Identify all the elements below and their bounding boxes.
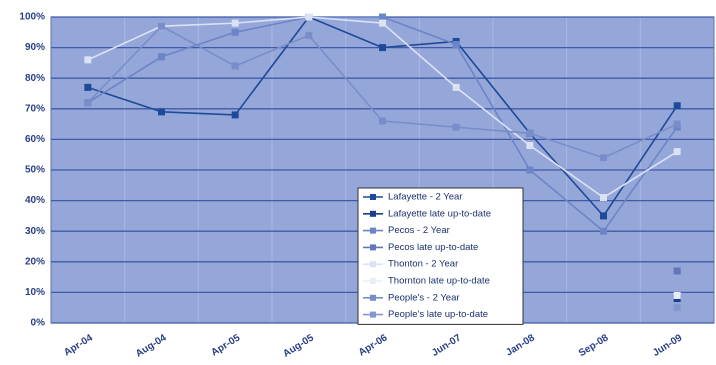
data-point (231, 28, 239, 36)
legend: Lafayette - 2 Year Lafayette late up-to-d… (357, 187, 524, 325)
x-tick-label: Aug-04 (134, 332, 169, 360)
y-tick-label: 80% (25, 73, 45, 84)
x-tick-label: Apr-06 (357, 332, 390, 358)
x-tick-label: Aug-05 (281, 332, 316, 360)
data-point (526, 129, 534, 137)
data-point (158, 22, 165, 30)
data-point (379, 13, 386, 21)
data-point (600, 194, 607, 202)
legend-marker (370, 311, 376, 318)
x-tick-label: Jun-09 (651, 332, 685, 359)
data-point (673, 120, 681, 128)
data-point (231, 62, 239, 70)
y-tick-label: 70% (25, 103, 45, 114)
legend-marker (370, 210, 376, 217)
legend-label: Thonton - 2 Year (388, 259, 458, 270)
y-tick-label: 60% (25, 134, 45, 145)
y-tick-label: 10% (25, 287, 45, 298)
legend-label: Lafayette late up-to-date (388, 208, 491, 219)
data-point (379, 44, 386, 52)
legend-box (357, 187, 524, 325)
y-tick-label: 40% (25, 195, 45, 206)
x-tick-label: Jun-07 (430, 332, 464, 359)
y-tick-label: 0% (31, 318, 46, 329)
legend-marker (370, 294, 376, 301)
x-tick-label: Sep-08 (577, 332, 611, 359)
data-point (452, 41, 460, 49)
y-tick-label: 100% (19, 12, 45, 23)
data-point (158, 108, 165, 116)
legend-label: People's - 2 Year (388, 292, 460, 303)
legend-marker (370, 278, 376, 284)
data-point (305, 13, 313, 21)
data-point (379, 117, 386, 125)
data-point (526, 166, 534, 174)
data-point (305, 31, 313, 39)
x-tick-label: Apr-04 (62, 332, 95, 358)
data-point (673, 291, 681, 299)
data-point (452, 83, 460, 91)
x-tick-label: Apr-05 (209, 332, 242, 358)
legend-marker (370, 194, 376, 200)
data-point (600, 227, 607, 235)
data-point (673, 102, 681, 110)
x-tick-label: Jan-08 (504, 332, 537, 358)
legend-label: Pecos - 2 Year (388, 225, 450, 236)
y-tick-label: 50% (25, 165, 45, 176)
data-point (600, 154, 607, 162)
data-point (84, 99, 92, 107)
data-point (673, 304, 681, 312)
y-tick-label: 90% (25, 42, 45, 53)
data-point (84, 56, 92, 64)
data-point (673, 267, 681, 275)
legend-marker (370, 261, 376, 268)
data-point (231, 111, 239, 119)
legend-marker (370, 227, 376, 234)
data-point (379, 19, 386, 27)
data-point (158, 53, 165, 61)
data-point (452, 123, 460, 131)
legend-label: Lafayette - 2 Year (388, 192, 462, 203)
legend-label: Thornton late up-to-date (388, 276, 490, 287)
y-tick-label: 20% (25, 256, 45, 267)
data-point (231, 19, 239, 27)
data-point (673, 148, 681, 156)
data-point (526, 142, 534, 150)
data-point (600, 212, 607, 220)
legend-marker (370, 244, 376, 251)
legend-label: People's late up-to-date (388, 309, 488, 320)
data-point (84, 83, 92, 91)
y-tick-label: 30% (25, 226, 45, 237)
legend-label: Pecos late up-to-date (388, 242, 478, 253)
